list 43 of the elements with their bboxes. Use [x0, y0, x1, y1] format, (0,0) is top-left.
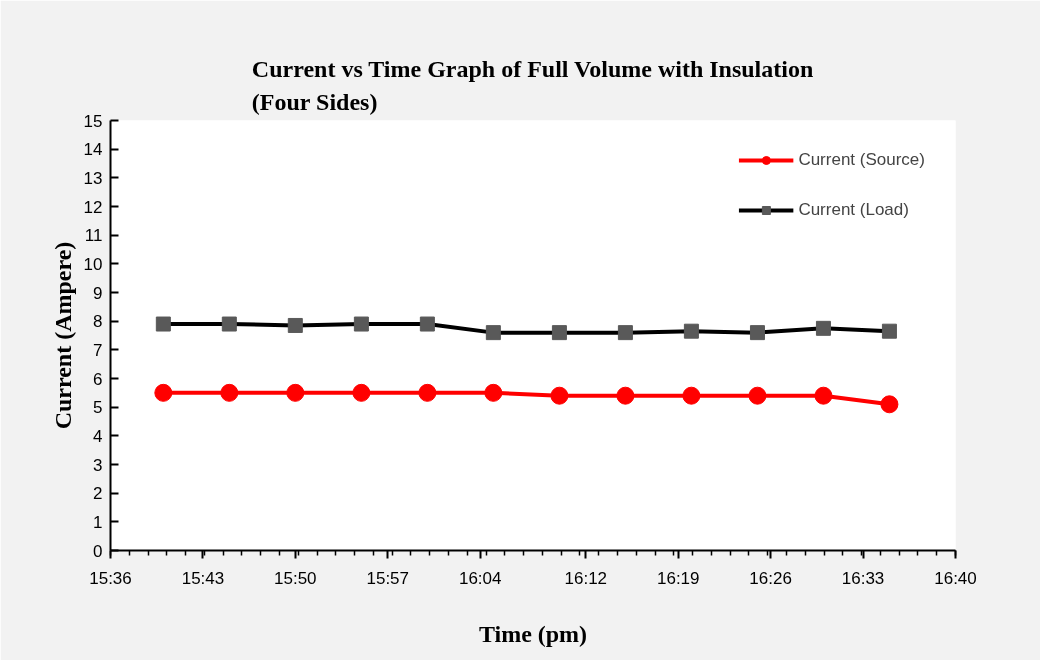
- x-tick-label: 15:57: [366, 568, 410, 588]
- y-axis-title: Current (Ampere): [49, 241, 76, 430]
- point: [616, 386, 635, 405]
- x-tick-label: 16:33: [841, 568, 885, 588]
- y-tick-label: 10: [83, 254, 103, 274]
- y-tick-label: 6: [93, 369, 103, 389]
- y-tick-label: 7: [93, 340, 103, 360]
- y-tick-label: 12: [83, 197, 103, 217]
- x-tick-label: 16:12: [564, 568, 608, 588]
- point: [484, 383, 503, 402]
- y-tick-label: 15: [83, 111, 103, 131]
- point: [220, 383, 239, 402]
- point: [682, 386, 701, 405]
- x-tick-label: 15:50: [274, 568, 317, 588]
- point: [154, 383, 173, 402]
- x-axis-title: Time (pm): [478, 620, 588, 647]
- y-tick-label: 3: [93, 455, 103, 475]
- y-tick-label: 4: [93, 426, 103, 446]
- y-tick-label: 13: [83, 168, 103, 188]
- point: [418, 383, 437, 402]
- x-tick-label: 16:04: [458, 568, 502, 588]
- point: [748, 386, 767, 405]
- x-tick-label: 15:43: [181, 568, 225, 588]
- x-tick-label: 16:26: [749, 568, 792, 588]
- y-tick-label: 11: [84, 226, 103, 246]
- chart-title: Current vs Time Graph of Full Volume with Insulation (Four Sides): [251, 55, 814, 116]
- y-tick-label: 5: [93, 398, 103, 418]
- x-tick-label: 15:36: [89, 568, 132, 588]
- y-tick-label: 1: [93, 512, 103, 532]
- x-tick-label: 16:19: [656, 568, 700, 588]
- point: [352, 383, 371, 402]
- point: [550, 386, 569, 405]
- y-tick-label: 14: [83, 140, 103, 160]
- legend-label: Current (Source): [798, 150, 925, 170]
- y-tick-label: 8: [93, 312, 103, 332]
- point: [286, 383, 305, 402]
- x-tick-label: 16:40: [934, 568, 977, 588]
- y-tick-label: 9: [93, 283, 103, 303]
- legend-label: Current (Load): [798, 200, 909, 220]
- point: [880, 395, 899, 414]
- y-tick-label: 0: [93, 541, 103, 561]
- point: [814, 386, 833, 405]
- y-tick-label: 2: [93, 484, 103, 504]
